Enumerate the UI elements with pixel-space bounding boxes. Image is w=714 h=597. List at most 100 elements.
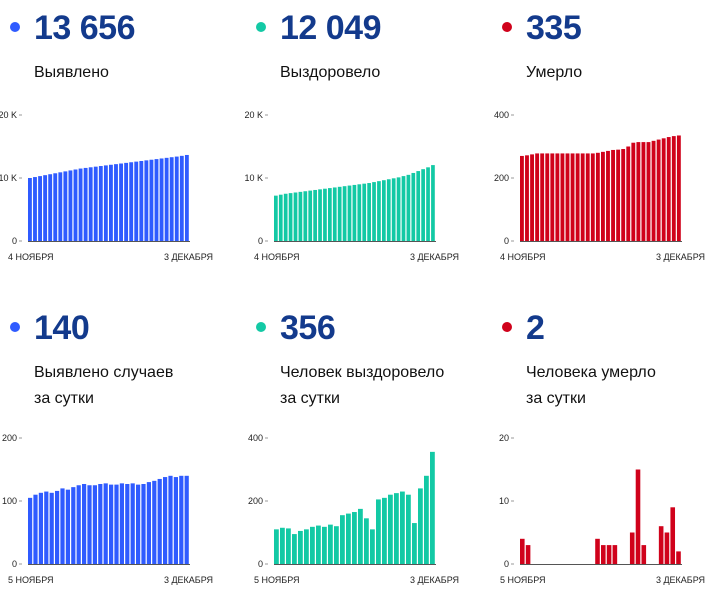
bar <box>274 529 279 564</box>
bar <box>154 159 159 241</box>
bar <box>334 526 339 564</box>
bar <box>611 149 615 241</box>
bar <box>184 154 189 241</box>
bar <box>87 485 92 564</box>
bar <box>635 469 641 564</box>
stat-value: 2 <box>526 309 545 347</box>
bar <box>612 545 618 564</box>
y-tick-label: 20 K <box>244 110 263 120</box>
bar <box>382 497 387 564</box>
bar <box>144 160 149 241</box>
bar <box>595 538 600 564</box>
stat-panel-p2: 12 049 Выздоровело 0 10 K 20 K 4 НОЯБРЯ 3 ДЕКА… <box>244 0 484 297</box>
x-end-label: 3 ДЕКАБРЯ <box>410 575 459 585</box>
series-dot <box>502 322 512 332</box>
bar <box>676 135 681 241</box>
bar <box>606 150 610 241</box>
bar <box>308 190 313 241</box>
bar <box>342 186 347 241</box>
bar <box>318 189 322 241</box>
bar <box>92 485 97 564</box>
stat-label: Выздоровело <box>280 64 381 81</box>
bar <box>601 545 606 564</box>
x-start-label: 5 НОЯБРЯ <box>254 575 300 585</box>
x-end-label: 3 ДЕКАБРЯ <box>656 575 705 585</box>
stat-panel-p3: 335 Умерло 0 200 400 4 НОЯБРЯ 3 ДЕКАБРЯ <box>492 0 714 297</box>
bar <box>304 529 309 564</box>
bar <box>278 194 283 241</box>
bar <box>44 491 49 564</box>
bar <box>658 526 664 564</box>
bar-chart: 0 10 K 20 K 4 НОЯБРЯ 3 ДЕКАБРЯ <box>0 110 213 262</box>
bar-chart: 0 200 400 5 НОЯБРЯ 3 ДЕКАБРЯ <box>248 433 459 585</box>
x-end-label: 3 ДЕКАБРЯ <box>164 252 213 262</box>
bar <box>364 518 369 564</box>
y-tick-label: 20 K <box>0 110 17 120</box>
bar <box>88 167 93 241</box>
bar <box>78 168 83 241</box>
x-end-label: 3 ДЕКАБРЯ <box>164 575 213 585</box>
bar <box>157 478 162 564</box>
x-end-label: 3 ДЕКАБРЯ <box>656 252 705 262</box>
bar <box>377 181 381 241</box>
bar <box>418 488 423 564</box>
bar <box>661 138 666 241</box>
bar <box>641 545 647 564</box>
bar <box>412 523 417 564</box>
bar <box>159 158 164 241</box>
bar <box>60 488 65 564</box>
bar <box>136 484 141 564</box>
bar <box>621 149 626 241</box>
stat-value: 356 <box>280 309 336 347</box>
stat-value: 335 <box>526 9 582 47</box>
y-tick-label: 0 <box>504 559 509 569</box>
bar <box>119 163 123 241</box>
stat-panel-p4: 140 Выявлено случаев за сутки 0 100 200 5 НОЯ… <box>0 300 238 597</box>
bar <box>372 182 376 241</box>
bar <box>134 161 139 241</box>
bar <box>550 153 555 241</box>
bar <box>114 164 118 241</box>
x-start-label: 5 НОЯБРЯ <box>500 575 546 585</box>
bar <box>298 530 303 564</box>
bar <box>163 477 168 564</box>
bar <box>555 153 560 241</box>
bar <box>575 153 580 241</box>
bar <box>626 146 631 241</box>
stat-panel-p6: 2 Человека умерло за сутки 0 10 20 5 НОЯБРЯ 3 … <box>492 300 714 597</box>
bar <box>83 167 88 241</box>
bar <box>58 172 63 241</box>
x-end-label: 3 ДЕКАБРЯ <box>410 252 459 262</box>
bar <box>580 153 585 241</box>
bar <box>631 142 636 241</box>
bar <box>391 178 396 241</box>
stat-label: Человек выздоровело за сутки <box>280 364 445 407</box>
bar <box>545 153 550 241</box>
bar <box>149 159 154 241</box>
y-tick-label: 100 <box>2 496 17 506</box>
bar <box>358 508 363 565</box>
stat-value: 13 656 <box>34 9 136 47</box>
bar <box>179 475 184 564</box>
bar <box>411 172 416 241</box>
bar <box>65 489 70 564</box>
bar <box>590 153 595 241</box>
bar <box>298 191 303 241</box>
bar <box>396 177 401 241</box>
bar <box>146 482 151 564</box>
bar <box>424 475 429 564</box>
bar <box>332 187 337 241</box>
y-tick-label: 0 <box>504 236 509 246</box>
bar <box>636 142 641 241</box>
bar <box>370 529 375 564</box>
bar <box>103 483 108 564</box>
bar <box>362 183 367 241</box>
bar <box>629 532 635 564</box>
bar <box>71 487 76 564</box>
bar <box>141 483 146 564</box>
bar <box>303 191 308 241</box>
y-tick-label: 200 <box>248 496 263 506</box>
bar <box>322 526 327 564</box>
bar <box>169 157 174 241</box>
bar <box>316 525 321 564</box>
